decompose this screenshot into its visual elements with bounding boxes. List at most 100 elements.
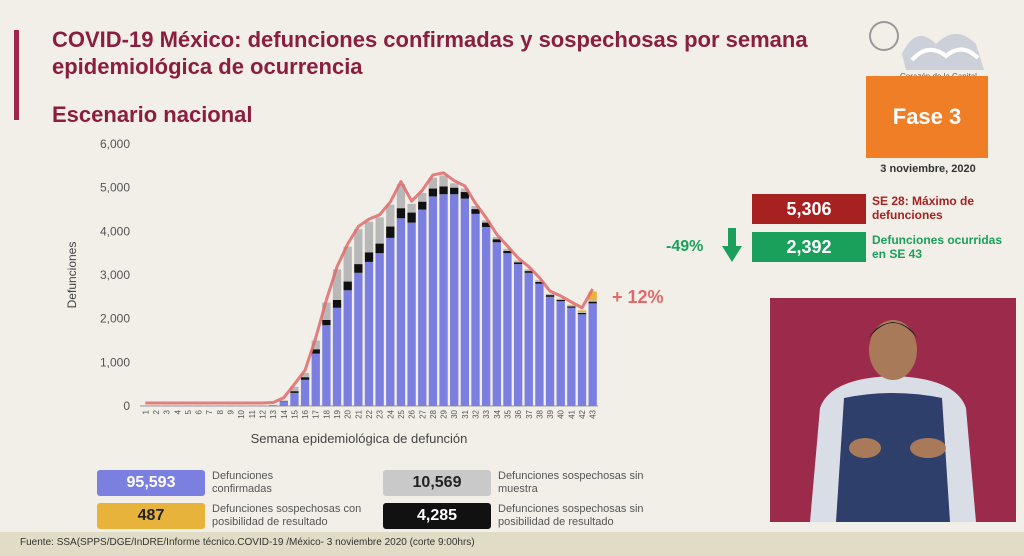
x-tick-label: 1: [141, 409, 150, 414]
x-tick-label: 12: [258, 409, 267, 418]
bar-segment: [343, 281, 352, 291]
report-date: 3 noviembre, 2020: [880, 163, 976, 175]
x-tick-label: 20: [344, 409, 353, 418]
bar-segment: [428, 188, 438, 197]
bar-segment: [492, 239, 501, 243]
x-tick-label: 10: [237, 409, 246, 418]
bar-segment: [460, 188, 470, 193]
bar-segment: [375, 217, 384, 244]
bar-segment: [577, 310, 587, 313]
legend-possible-result-value: 487: [97, 503, 205, 529]
bar-segment: [418, 209, 427, 406]
bar-segment: [300, 372, 310, 378]
bar-segment: [428, 177, 438, 189]
x-tick-label: 14: [280, 409, 289, 418]
x-tick-label: 29: [440, 409, 449, 418]
bar-segment: [396, 184, 406, 209]
bar-segment: [354, 229, 363, 265]
trend-line: [145, 171, 594, 405]
x-tick-label: 4: [173, 409, 182, 414]
bar-segment: [279, 401, 288, 402]
bar-segment: [290, 391, 299, 393]
x-tick-label: 39: [546, 409, 555, 418]
x-tick-label: 13: [269, 409, 278, 418]
bar-segment: [535, 283, 544, 406]
bar-segment: [322, 302, 331, 320]
x-tick-label: 38: [535, 409, 544, 418]
bar-segment: [513, 262, 523, 265]
bar-segment: [194, 405, 203, 407]
bar-segment: [439, 186, 448, 195]
bar-segment: [268, 405, 278, 406]
x-tick-label: 36: [514, 409, 523, 418]
page-subtitle: Escenario nacional: [52, 102, 253, 127]
bar-segment: [322, 319, 331, 326]
y-tick-label: 0: [123, 399, 130, 413]
page-title: COVID-19 México: defunciones confirmadas…: [52, 27, 808, 79]
bar-segment: [396, 218, 406, 406]
bar-segment: [343, 246, 352, 282]
bar-segment: [407, 212, 416, 223]
bar-segment: [513, 264, 523, 406]
y-tick-label: 5,000: [100, 181, 130, 195]
x-tick-label: 22: [365, 409, 374, 418]
bar-segment: [215, 405, 225, 407]
x-tick-label: 41: [567, 409, 576, 418]
bar-segment: [577, 312, 587, 313]
bar-segment: [226, 405, 235, 407]
bar-segment: [556, 301, 565, 406]
bar-segment: [332, 269, 342, 300]
bar-segment: [535, 281, 544, 284]
bar-segment: [535, 280, 544, 282]
bar-segment: [237, 405, 246, 407]
bar-segment: [258, 405, 267, 407]
source-footer: Fuente: SSA(SPPS/DGE/InDRE/Informe técni…: [20, 537, 475, 548]
bar-segment: [545, 296, 555, 406]
bar-segment: [354, 264, 363, 273]
bar-segment: [556, 298, 565, 300]
bar-segment: [524, 269, 533, 272]
bar-segment: [439, 194, 448, 406]
bar-segment: [311, 353, 320, 406]
bar-segment: [588, 301, 597, 304]
bar-segment: [386, 237, 395, 406]
bar-segment: [311, 340, 320, 350]
bar-segment: [332, 307, 342, 406]
bar-segment: [492, 242, 501, 406]
recent-change-label: + 12%: [612, 287, 664, 307]
bar-segment: [439, 175, 448, 187]
legend-confirmed-value: 95,593: [97, 470, 205, 496]
bar-segment: [386, 204, 395, 227]
bar-segment: [556, 299, 565, 302]
max-deaths-value: 5,306: [752, 194, 866, 224]
current-deaths-label: Defunciones ocurridas en SE 43: [872, 233, 1003, 261]
bar-segment: [450, 183, 459, 188]
x-tick-label: 34: [493, 409, 502, 418]
bar-segment: [471, 209, 480, 214]
x-tick-label: 9: [227, 409, 236, 414]
legend-no-sample-value: 10,569: [383, 470, 491, 496]
bar-segment: [343, 290, 352, 406]
x-tick-label: 11: [248, 409, 257, 418]
y-tick-label: 3,000: [100, 268, 130, 282]
bar-segment: [300, 379, 310, 406]
bar-segment: [311, 349, 320, 354]
x-tick-label: 3: [163, 409, 172, 414]
bar-segment: [279, 400, 288, 402]
bar-segment: [396, 208, 406, 219]
bar-segment: [567, 307, 576, 406]
bar-segment: [428, 196, 438, 406]
bar-segment: [279, 401, 288, 406]
sign-language-video: [770, 298, 1016, 522]
x-tick-label: 6: [195, 409, 204, 414]
x-tick-label: 33: [482, 409, 491, 418]
x-tick-label: 28: [429, 409, 438, 418]
x-tick-label: 18: [322, 409, 331, 418]
bar-segment: [524, 272, 533, 406]
bar-segment: [407, 203, 416, 213]
bar-segment: [567, 306, 576, 308]
bar-segment: [450, 187, 459, 195]
x-tick-label: 8: [216, 409, 225, 414]
bar-segment: [290, 392, 299, 406]
x-tick-label: 7: [205, 409, 214, 414]
